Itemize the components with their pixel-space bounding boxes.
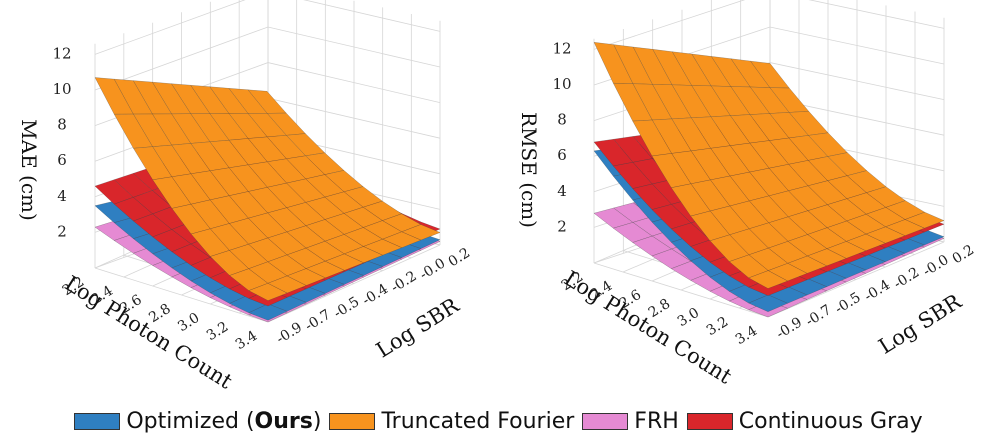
surface-patch-truncated-fourier xyxy=(865,226,906,244)
surface-patch-truncated-fourier xyxy=(846,192,887,215)
x-tick-label: 3.0 xyxy=(675,305,702,330)
surface-patch-truncated-fourier xyxy=(267,275,307,294)
z-tick-label: 4 xyxy=(557,182,567,200)
y-tick-label: -0.4 xyxy=(862,277,893,305)
surface-patch-continuous-gray xyxy=(132,213,173,238)
surface-patch-truncated-fourier xyxy=(381,213,422,233)
surface-patch-truncated-fourier xyxy=(728,254,769,279)
surface-patch-truncated-fourier xyxy=(324,253,365,271)
legend-swatch-continuous-gray xyxy=(686,412,733,430)
z-tick-label: 8 xyxy=(557,111,567,129)
surface-patch-continuous-gray xyxy=(171,243,211,266)
surface-patch-truncated-fourier xyxy=(767,263,808,282)
surface-patch-truncated-fourier xyxy=(209,139,249,169)
legend-item-continuous-gray: Continuous Gray xyxy=(686,408,923,434)
surface-patch-truncated-fourier xyxy=(209,250,250,276)
y-tick-label: -0.2 xyxy=(891,265,922,293)
z-tick-label: 6 xyxy=(557,146,567,164)
z-tick-label: 10 xyxy=(552,75,571,93)
z-tick-label: 12 xyxy=(552,39,571,57)
z-tick-label: 4 xyxy=(57,187,67,205)
legend-item-truncated-fourier: Truncated Fourier xyxy=(329,409,574,434)
surface-patch-truncated-fourier xyxy=(884,219,926,236)
x-tick-label: 3.2 xyxy=(704,314,731,339)
z-tick-label: 2 xyxy=(557,217,567,235)
legend-item-optimized: Optimized (Ours) xyxy=(74,409,321,434)
surface-truncated-fourier xyxy=(593,41,945,289)
surface-patch-truncated-fourier xyxy=(248,283,288,301)
y-tick-label: 0.2 xyxy=(446,245,473,270)
legend-swatch-truncated-fourier xyxy=(329,412,376,430)
z-tick-label: 2 xyxy=(57,222,67,240)
y-tick-label: -0.7 xyxy=(803,302,834,330)
surface-patch-continuous-gray xyxy=(632,183,673,210)
surface-patch-truncated-fourier xyxy=(787,210,828,235)
surface-patch-truncated-fourier xyxy=(709,175,750,207)
surface-patch-truncated-fourier xyxy=(151,81,192,115)
surface-patch-truncated-fourier xyxy=(767,241,808,264)
surface-patch-continuous-gray xyxy=(94,179,134,205)
surface-patch-truncated-fourier xyxy=(748,270,789,289)
surface-patch-truncated-fourier xyxy=(904,211,945,229)
legend-swatch-frh xyxy=(582,412,629,430)
x-tick-label: 3.2 xyxy=(204,319,231,344)
y-tick-label: -0.5 xyxy=(331,294,362,322)
surface-patch-truncated-fourier xyxy=(247,89,287,114)
z-tick-label: 12 xyxy=(52,44,71,62)
z-axis-label: MAE (cm) xyxy=(17,119,41,221)
surface-patch-truncated-fourier xyxy=(266,182,307,208)
z-tick-label: 8 xyxy=(57,116,67,134)
surface-patch-truncated-fourier xyxy=(113,78,153,115)
z-axis-label: RMSE (cm) xyxy=(517,112,541,228)
surface-patch-truncated-fourier xyxy=(826,241,867,259)
y-tick-label: -0.0 xyxy=(417,255,448,283)
y-tick-label: -0.2 xyxy=(388,268,419,296)
surface-patch-truncated-fourier xyxy=(651,118,692,154)
z-tick-label: 10 xyxy=(52,80,71,98)
surface-patch-truncated-fourier xyxy=(247,113,287,138)
y-tick-label: -0.0 xyxy=(920,252,951,280)
y-axis-label: Log SBR xyxy=(874,289,966,359)
z-tick-label: 6 xyxy=(57,151,67,169)
surface-patch-truncated-fourier xyxy=(305,174,345,198)
surface-truncated-fourier xyxy=(94,77,441,301)
y-tick-label: -0.9 xyxy=(774,315,805,343)
surface-patch-truncated-fourier xyxy=(670,183,711,217)
y-tick-label: -0.9 xyxy=(274,320,305,348)
surface-patch-truncated-fourier xyxy=(787,255,828,274)
surface-patch-truncated-fourier xyxy=(152,176,192,209)
surface-patch-continuous-gray xyxy=(132,190,173,215)
y-tick-label: 0.2 xyxy=(950,242,977,267)
legend-label-frh: FRH xyxy=(634,408,679,434)
legend-swatch-optimized xyxy=(74,412,121,430)
surface-patch-truncated-fourier xyxy=(362,220,403,240)
legend-label-continuous-gray: Continuous Gray xyxy=(738,408,923,434)
surface-patch-truncated-fourier xyxy=(362,238,403,256)
surface-patch-truncated-fourier xyxy=(788,160,829,187)
legend: Optimized (Ours) Truncated Fourier FRH C… xyxy=(0,404,997,438)
surface-patch-continuous-gray xyxy=(670,222,711,247)
surface-patch-continuous-gray xyxy=(113,197,154,222)
x-tick-label: 3.4 xyxy=(733,323,760,348)
y-axis-label: Log SBR xyxy=(372,293,464,363)
surface-patch-truncated-fourier xyxy=(401,224,441,241)
legend-label-truncated-fourier: Truncated Fourier xyxy=(381,408,575,434)
y-tick-label: -0.7 xyxy=(302,307,333,335)
surface-patch-truncated-fourier xyxy=(381,231,422,248)
x-tick-label: 3.0 xyxy=(175,310,202,335)
legend-item-frh: FRH xyxy=(582,408,679,434)
y-tick-label: -0.5 xyxy=(832,290,863,318)
x-tick-label: 3.4 xyxy=(233,328,260,353)
surface-patch-truncated-fourier xyxy=(729,114,770,144)
surface-patch-truncated-fourier xyxy=(845,233,886,252)
surface-patch-truncated-fourier xyxy=(806,248,847,267)
surface-patch-truncated-fourier xyxy=(768,216,809,242)
y-tick-label: -0.4 xyxy=(360,281,391,309)
legend-label-optimized: Optimized (Ours) xyxy=(126,408,322,434)
surface-patch-frh xyxy=(632,235,673,257)
surface-patch-truncated-fourier xyxy=(190,170,230,201)
